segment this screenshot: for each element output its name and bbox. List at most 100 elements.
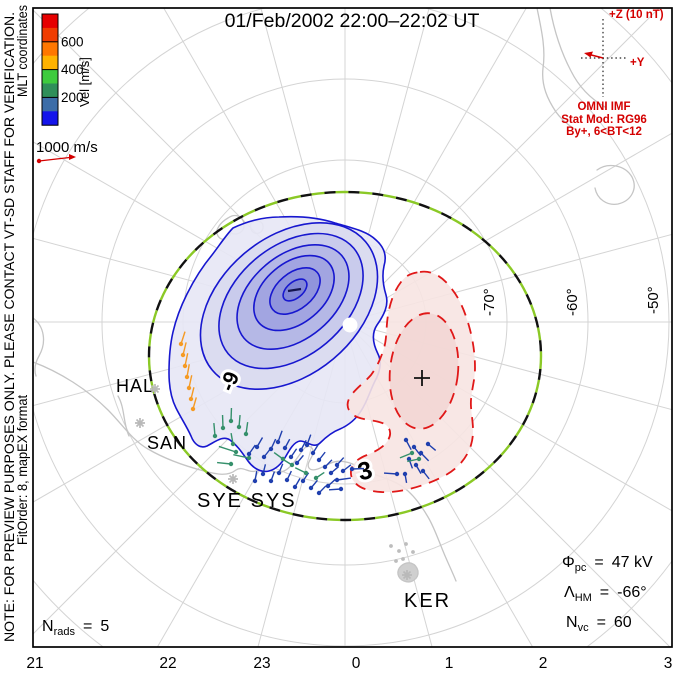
coastline [549, 8, 606, 108]
imf-vector-arrowhead [584, 51, 593, 58]
mlt-axis-label: 1 [445, 655, 454, 672]
flow-vector-dot [268, 446, 274, 452]
island-outline [397, 562, 419, 583]
flow-vector-dot [180, 352, 186, 358]
flow-vector-tail [233, 453, 250, 459]
fit-order-note: FitOrder: 8, mapEX format [15, 395, 30, 545]
flow-vector-dot [406, 456, 412, 462]
stat-hm-boundary-latitude: ΛHM = -66° [564, 584, 647, 604]
imf-z-axis-label: +Z (10 nT) [609, 9, 664, 21]
positive-cell-inner-contour [388, 312, 460, 430]
positive-potential-maximum-marker [414, 370, 430, 386]
flow-vector-dot [349, 466, 355, 472]
flow-vector-dot [261, 454, 267, 460]
colorbar-segment [42, 55, 58, 70]
hm-boundary-black-dashes [147, 190, 543, 522]
flow-vector-dot [230, 441, 236, 447]
coastline [33, 317, 45, 377]
map-detail-dot [411, 550, 415, 554]
flow-vector-dot [294, 460, 300, 466]
flow-vector-dot [233, 449, 239, 455]
flow-vector-dot [228, 418, 234, 424]
imf-condition-label: By+, 6<BT<12 [566, 126, 642, 138]
flow-vector-dot [288, 454, 294, 460]
flow-vector-dot [182, 363, 188, 369]
flow-vector-dot [186, 385, 192, 391]
map-detail-dot [389, 544, 393, 548]
colorbar-tick-label: 200 [61, 90, 84, 105]
flow-vector-dot [246, 451, 252, 457]
coordinate-system-note: MLT coordinates [15, 5, 30, 97]
plot-frame [32, 7, 673, 648]
stat-num-vectors: Nvc = 60 [566, 614, 632, 634]
flow-vector-dot [303, 470, 309, 476]
flow-vector-dot [334, 477, 340, 483]
flow-vector-dot [425, 441, 431, 447]
flow-vector-dot [420, 468, 426, 474]
flow-vector-dot [188, 396, 194, 402]
reference-vector-label: 1000 m/s [36, 139, 98, 156]
colorbar-tick-label: 600 [61, 34, 84, 49]
stat-num-radars: Nrads = 5 [42, 618, 109, 638]
flow-vector-dot [308, 485, 314, 491]
flow-vector-dot [300, 478, 306, 484]
flow-vector-dot [260, 471, 266, 477]
flow-vector-dot [325, 483, 331, 489]
flow-vector-dot [178, 341, 184, 347]
flow-vector-dot [402, 471, 408, 477]
flow-vector-dot [394, 471, 400, 477]
flow-vector-dot [190, 406, 196, 412]
mlt-axis-label: 22 [159, 655, 176, 672]
flow-vector-dot [268, 478, 274, 484]
colorbar-axis-label: Vel [m/s] [77, 57, 92, 107]
flow-vector-dot [220, 425, 226, 431]
negative-potential-minimum-marker [287, 287, 302, 293]
coastline [536, 8, 574, 129]
station-label: SAN [147, 433, 187, 453]
flow-vector-dot [413, 462, 419, 468]
station-label: SYE SYS [197, 490, 297, 512]
radar-site-icon [135, 418, 145, 428]
flow-vector-dot [252, 478, 258, 484]
map-detail-dot [404, 542, 408, 546]
mlt-axis-label: 0 [352, 655, 361, 672]
colorbar-segment [42, 111, 58, 126]
flow-vector-dot [310, 450, 316, 456]
coastline [117, 395, 130, 437]
flow-vector-tail [218, 445, 237, 453]
flow-vector-dot [280, 456, 286, 462]
flow-vector-dot [409, 450, 415, 456]
colorbar-tick-label: 400 [61, 62, 84, 77]
station-label: KER [404, 590, 451, 612]
mlt-axis-label: 21 [26, 655, 43, 672]
flow-vector-tail [217, 461, 232, 465]
flow-vector-dot [403, 437, 409, 443]
imf-y-axis-label: +Y [630, 57, 645, 69]
flow-vector-dot [228, 461, 234, 467]
mlt-axis-label: 3 [664, 655, 673, 672]
reference-vector-arrowhead [69, 154, 76, 160]
preview-note: NOTE: FOR PREVIEW PURPOSES ONLY. PLEASE … [2, 12, 17, 642]
flow-vector-dot [316, 457, 322, 463]
radar-site-icon [402, 570, 412, 580]
flow-vector-dot [289, 462, 295, 468]
mlt-axis-label: 2 [539, 655, 548, 672]
coastline [594, 164, 635, 205]
flow-vector-dot [316, 490, 322, 496]
flow-vector-dot [328, 470, 334, 476]
map-detail-dot [401, 557, 405, 561]
colorbar-segment [42, 14, 58, 29]
flow-vector-dot [282, 445, 288, 451]
flow-vector-dot [243, 431, 249, 437]
latitude-axis-label: -60° [564, 288, 581, 316]
flow-vector-dot [338, 486, 344, 492]
imf-source-label: OMNI IMF [577, 101, 630, 113]
flow-vector-dot [416, 456, 422, 462]
latitude-axis-label: -50° [645, 286, 662, 314]
colorbar-segment [42, 27, 58, 43]
flow-vector-dot [322, 464, 328, 470]
